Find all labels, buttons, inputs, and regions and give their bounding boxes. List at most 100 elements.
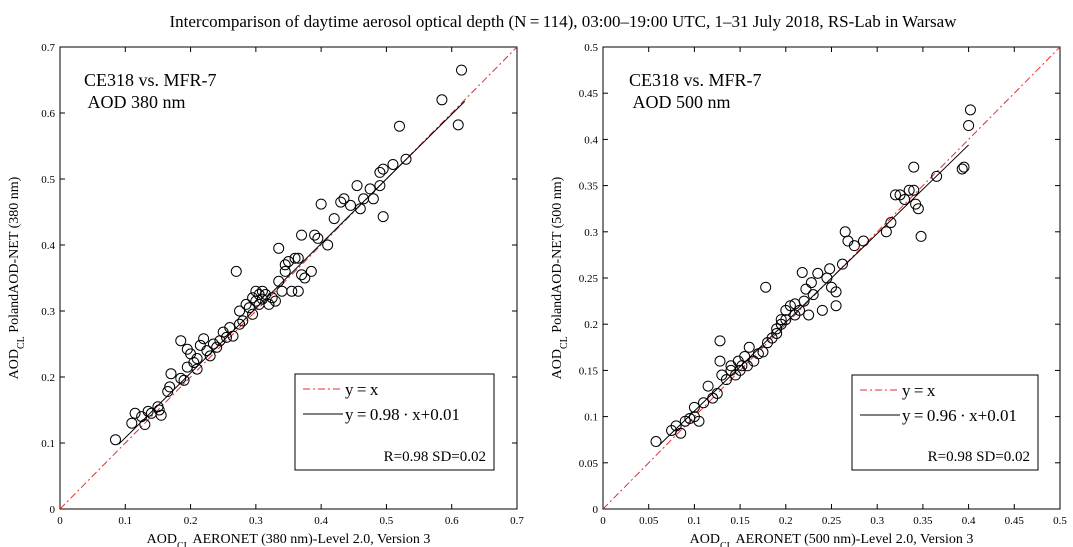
x-axis-label-sub: CL [720,541,733,547]
y-tick-label: 0.7 [41,42,55,54]
y-tick-label: 0.1 [584,412,598,424]
data-point [816,304,828,316]
panel-annotation: CE318 vs. MFR-7 AOD 500 nm [629,70,762,112]
data-point [155,409,167,421]
y-tick-label: 0 [593,504,599,516]
data-point [142,405,154,417]
identity-line [603,47,1060,509]
legend-stats: R=0.98 SD=0.02 [384,449,486,465]
data-point [299,272,311,284]
y-axis-label-main: AOD [550,349,565,379]
y-tick-label: 0.05 [579,458,599,470]
x-tick-label: 0 [600,515,606,527]
data-point [126,417,138,429]
y-tick-label: 0.45 [579,88,599,100]
data-point [848,240,860,252]
data-point [800,283,812,295]
y-tick-label: 0.6 [41,108,55,120]
data-point [279,259,291,271]
y-tick-label: 0.3 [584,227,598,239]
data-point [824,263,836,275]
data-point [803,309,815,321]
legend-box [851,374,1039,471]
y-tick-label: 0.3 [41,306,55,318]
x-tick-label: 0.4 [314,515,328,527]
data-point [650,436,662,448]
data-point [178,374,190,386]
x-axis-label: AODCL AERONET (500 nm)-Level 2.0, Versio… [690,532,974,547]
legend-box [294,373,495,471]
data-point [198,333,210,345]
data-point [903,184,915,196]
data-point [760,281,772,293]
data-point [309,229,321,241]
data-point [393,120,405,132]
data-point [351,180,363,192]
data-point [796,266,808,278]
data-point [315,198,327,210]
data-point [908,184,920,196]
data-point [345,199,357,211]
x-tick-label: 0.05 [639,515,659,527]
data-point [220,331,232,343]
x-tick-label: 0.35 [913,515,933,527]
panel-380nm: 0 0.1 0.2 0.3 0.4 0.5 0.6 0.7 0 0.1 0.2 0.3 0.4 0.5 0.… [7,42,524,547]
data-point [338,193,350,205]
data-point [247,308,259,320]
y-axis-label-rest: PolandAOD-NET (380 nm) [7,176,22,336]
data-point [175,335,187,347]
y-tick-label: 0.1 [41,438,55,450]
data-point [286,285,298,297]
data-point [456,64,468,76]
data-point [234,305,246,317]
data-point [312,232,324,244]
data-point [757,346,769,358]
data-point [289,252,301,264]
data-point [688,401,700,413]
data-point [780,314,792,326]
data-point [743,341,755,353]
x-axis-label: AODCL AERONET (380 nm)-Level 2.0, Versio… [147,532,431,547]
y-axis-label-sub: CL [16,336,27,349]
x-tick-label: 0.4 [962,515,976,527]
data-point [164,381,176,393]
data-point [263,298,275,310]
data-point [165,368,177,380]
data-point [296,229,308,241]
data-point [377,163,389,175]
data-point [256,285,268,297]
data-point [899,193,911,205]
data-point [693,415,705,427]
y-tick-label: 0.5 [41,174,55,186]
panel-500nm: 0 0.05 0.1 0.15 0.2 0.25 0.3 0.35 0.4 0.45 0.5 0 0.0… [550,42,1067,547]
y-tick-label: 0.15 [579,365,599,377]
x-tick-label: 0.1 [118,515,132,527]
data-point [201,345,213,357]
data-point [191,363,203,375]
data-point [230,265,242,277]
data-point [880,226,892,238]
data-point [175,372,187,384]
data-point [374,180,386,192]
data-point [436,94,448,106]
data-point [885,217,897,229]
data-point [243,302,255,314]
data-point [387,158,399,170]
x-axis-label-main: AOD [690,532,720,547]
data-point [452,119,464,131]
y-axis-label-main: AOD [7,349,22,379]
data-point [821,272,833,284]
data-point [162,386,174,398]
data-point [364,183,376,195]
y-axis-label: AODCL PolandAOD-NET (500 nm) [550,176,570,379]
legend-entry-fit: y = 0.96 · x+0.01 [902,406,1017,425]
x-tick-label: 0.3 [249,515,263,527]
y-tick-label: 0.35 [579,181,599,193]
x-tick-label: 0.25 [822,515,842,527]
y-tick-label: 0.4 [41,240,55,252]
data-point [234,318,246,330]
x-tick-label: 0.6 [445,515,459,527]
x-tick-label: 0.2 [779,515,793,527]
data-point [675,427,687,439]
